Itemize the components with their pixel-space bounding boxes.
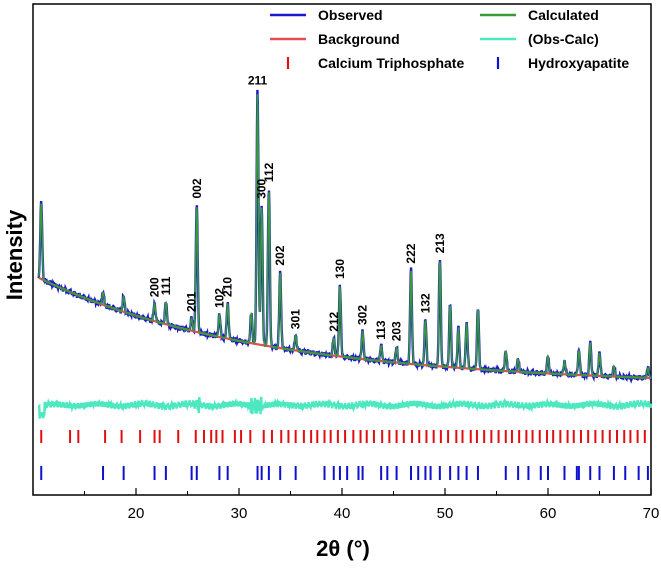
- y-axis-title: Intensity: [2, 209, 27, 300]
- x-tick-label: 50: [437, 505, 454, 522]
- legend-label: Hydroxyapatite: [528, 55, 629, 71]
- x-tick-labels: 20 30 40 50 60 70: [128, 505, 660, 522]
- hkl-label: 213: [433, 233, 447, 253]
- legend-label: Observed: [318, 7, 383, 23]
- x-axis-ticks: [84, 488, 652, 495]
- reflection-ticks-layer: [40, 430, 649, 480]
- hkl-label: 212: [327, 311, 341, 331]
- x-axis-title: 2θ (°): [316, 536, 370, 561]
- hkl-label: 132: [418, 293, 432, 313]
- x-tick-label: 70: [643, 505, 660, 522]
- curve-layer: [37, 89, 653, 384]
- hkl-label: 222: [404, 243, 418, 263]
- hkl-label: 102: [212, 288, 226, 308]
- legend: Observed Calculated Background (Obs-Calc) Ca…: [270, 7, 629, 71]
- hkl-label: 211: [248, 73, 268, 87]
- hkl-label: 113: [374, 320, 388, 340]
- x-tick-label: 30: [231, 505, 248, 522]
- x-tick-label: 20: [128, 505, 145, 522]
- legend-label: Calculated: [528, 7, 599, 23]
- legend-label: (Obs-Calc): [528, 31, 599, 47]
- plot-frame: [32, 3, 652, 496]
- hkl-label: 202: [273, 245, 287, 265]
- obs-calc-line: [38, 396, 653, 419]
- hkl-label: 203: [390, 321, 404, 341]
- hkl-label: 302: [356, 305, 370, 325]
- hkl-label: 112: [262, 162, 276, 182]
- residual-layer: [38, 396, 653, 419]
- calculated-line: [37, 94, 652, 381]
- hkl-label: 130: [333, 259, 347, 279]
- hkl-label: 301: [289, 309, 303, 329]
- x-tick-label: 40: [334, 505, 351, 522]
- hkl-label: 201: [185, 292, 199, 312]
- hkl-label: 300: [255, 178, 269, 198]
- hkl-label: 111: [159, 276, 173, 295]
- legend-label: Background: [318, 31, 400, 47]
- hkl-label: 200: [148, 277, 162, 297]
- x-tick-label: 60: [540, 505, 557, 522]
- hkl-label: 210: [221, 277, 235, 297]
- legend-label: Calcium Triphosphate: [318, 55, 464, 71]
- hkl-label: 002: [190, 178, 204, 198]
